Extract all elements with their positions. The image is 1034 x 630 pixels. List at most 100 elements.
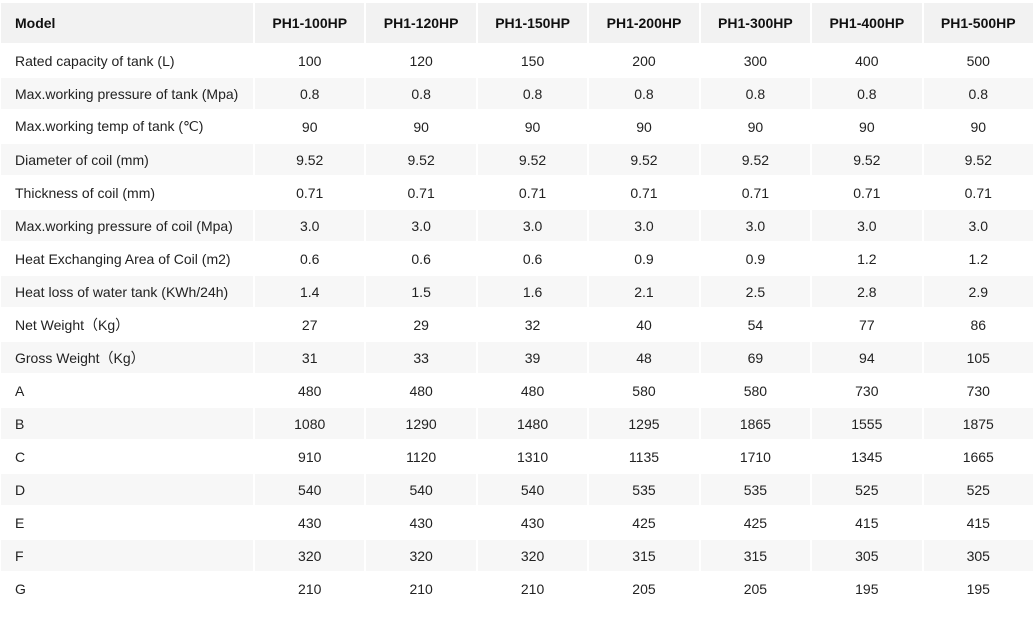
table-cell: 305 [812,540,922,571]
table-cell: 86 [923,309,1033,340]
table-cell: 90 [255,111,365,142]
row-label: A [1,375,253,406]
table-cell: 90 [477,111,588,142]
table-cell: 0.71 [366,177,476,208]
table-row: F 320 320 320 315 315 305 305 [1,540,1033,571]
table-row: G 210 210 210 205 205 195 195 [1,573,1033,604]
table-cell: 0.8 [923,78,1033,109]
table-cell: 3.0 [923,210,1033,241]
table-cell: 540 [366,474,476,505]
header-column: PH1-400HP [812,3,922,43]
table-cell: 90 [923,111,1033,142]
table-cell: 0.71 [812,177,922,208]
table-cell: 415 [923,507,1033,538]
table-cell: 540 [477,474,588,505]
table-row: Gross Weight（Kg） 31 33 39 48 69 94 105 [1,342,1033,373]
row-label: C [1,441,253,472]
table-cell: 0.71 [589,177,699,208]
row-label: Thickness of coil (mm) [1,177,253,208]
row-label: Net Weight（Kg） [1,309,253,340]
table-cell: 120 [366,45,476,76]
table-cell: 1665 [923,441,1033,472]
table-cell: 3.0 [366,210,476,241]
table-cell: 0.8 [255,78,365,109]
table-cell: 540 [255,474,365,505]
row-label: D [1,474,253,505]
table-cell: 77 [812,309,922,340]
table-cell: 90 [700,111,811,142]
table-cell: 535 [589,474,699,505]
table-cell: 9.52 [589,144,699,175]
table-cell: 40 [589,309,699,340]
table-cell: 730 [812,375,922,406]
table-cell: 210 [255,573,365,604]
table-cell: 0.8 [477,78,588,109]
row-label: Max.working pressure of coil (Mpa) [1,210,253,241]
table-cell: 90 [366,111,476,142]
header-column: PH1-200HP [589,3,699,43]
table-cell: 27 [255,309,365,340]
table-cell: 32 [477,309,588,340]
table-cell: 9.52 [477,144,588,175]
table-cell: 1.6 [477,276,588,307]
table-row: Heat Exchanging Area of Coil (m2) 0.6 0.6 0… [1,243,1033,274]
table-cell: 0.6 [477,243,588,274]
table-cell: 535 [700,474,811,505]
table-cell: 430 [366,507,476,538]
table-cell: 9.52 [812,144,922,175]
header-column: PH1-100HP [255,3,365,43]
row-label: Heat Exchanging Area of Coil (m2) [1,243,253,274]
header-column: PH1-120HP [366,3,476,43]
table-cell: 315 [700,540,811,571]
table-row: Diameter of coil (mm) 9.52 9.52 9.52 9.52 9.5… [1,144,1033,175]
table-cell: 730 [923,375,1033,406]
row-label: Diameter of coil (mm) [1,144,253,175]
table-cell: 105 [923,342,1033,373]
table-cell: 315 [589,540,699,571]
row-label: G [1,573,253,604]
table-cell: 1080 [255,408,365,439]
table-cell: 94 [812,342,922,373]
table-cell: 0.71 [477,177,588,208]
table-row: B 1080 1290 1480 1295 1865 1555 1875 [1,408,1033,439]
table-cell: 1120 [366,441,476,472]
table-row: Heat loss of water tank (KWh/24h) 1.4 1.5 1… [1,276,1033,307]
table-cell: 1865 [700,408,811,439]
table-cell: 320 [477,540,588,571]
table-cell: 0.8 [589,78,699,109]
table-cell: 210 [366,573,476,604]
table-cell: 480 [366,375,476,406]
header-column: PH1-500HP [923,3,1033,43]
table-cell: 525 [812,474,922,505]
table-cell: 90 [812,111,922,142]
table-cell: 525 [923,474,1033,505]
row-label: Rated capacity of tank (L) [1,45,253,76]
table-cell: 205 [700,573,811,604]
table-row: Max.working temp of tank (℃) 90 90 90 90 90 90… [1,111,1033,142]
table-cell: 0.71 [700,177,811,208]
table-cell: 1480 [477,408,588,439]
table-cell: 1555 [812,408,922,439]
row-label: F [1,540,253,571]
table-cell: 320 [366,540,476,571]
table-cell: 195 [923,573,1033,604]
table-cell: 205 [589,573,699,604]
table-cell: 580 [700,375,811,406]
table-cell: 910 [255,441,365,472]
table-row: A 480 480 480 580 580 730 730 [1,375,1033,406]
table-cell: 3.0 [700,210,811,241]
row-label: Max.working pressure of tank (Mpa) [1,78,253,109]
table-cell: 0.71 [255,177,365,208]
table-cell: 195 [812,573,922,604]
table-cell: 1135 [589,441,699,472]
table-cell: 580 [589,375,699,406]
table-cell: 1875 [923,408,1033,439]
table-row: D 540 540 540 535 535 525 525 [1,474,1033,505]
table-cell: 150 [477,45,588,76]
table-cell: 54 [700,309,811,340]
table-cell: 9.52 [923,144,1033,175]
table-cell: 100 [255,45,365,76]
table-cell: 1310 [477,441,588,472]
table-cell: 1.5 [366,276,476,307]
table-row: Thickness of coil (mm) 0.71 0.71 0.71 0.71 0.… [1,177,1033,208]
